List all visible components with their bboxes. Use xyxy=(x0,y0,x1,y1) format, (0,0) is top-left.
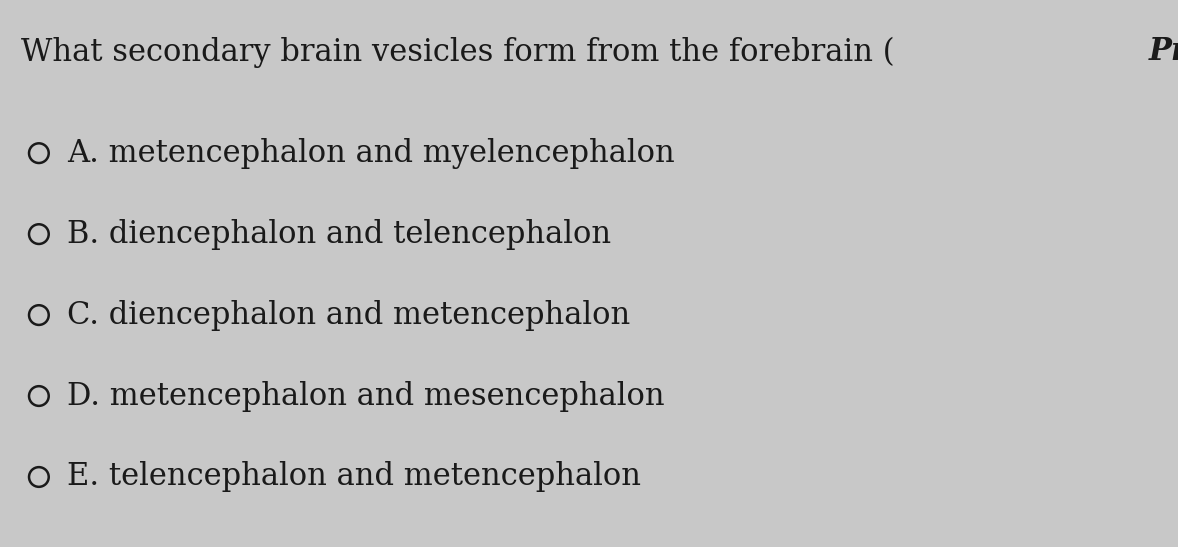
Text: D. metencephalon and mesencephalon: D. metencephalon and mesencephalon xyxy=(67,381,664,411)
Text: B. diencephalon and telencephalon: B. diencephalon and telencephalon xyxy=(67,219,611,249)
Text: E. telencephalon and metencephalon: E. telencephalon and metencephalon xyxy=(67,462,641,492)
Text: C. diencephalon and metencephalon: C. diencephalon and metencephalon xyxy=(67,300,630,330)
Text: What secondary brain vesicles form from the forebrain (: What secondary brain vesicles form from … xyxy=(21,36,895,68)
Text: A. metencephalon and myelencephalon: A. metencephalon and myelencephalon xyxy=(67,138,675,168)
Text: Prosencephalon: Prosencephalon xyxy=(1149,37,1178,67)
